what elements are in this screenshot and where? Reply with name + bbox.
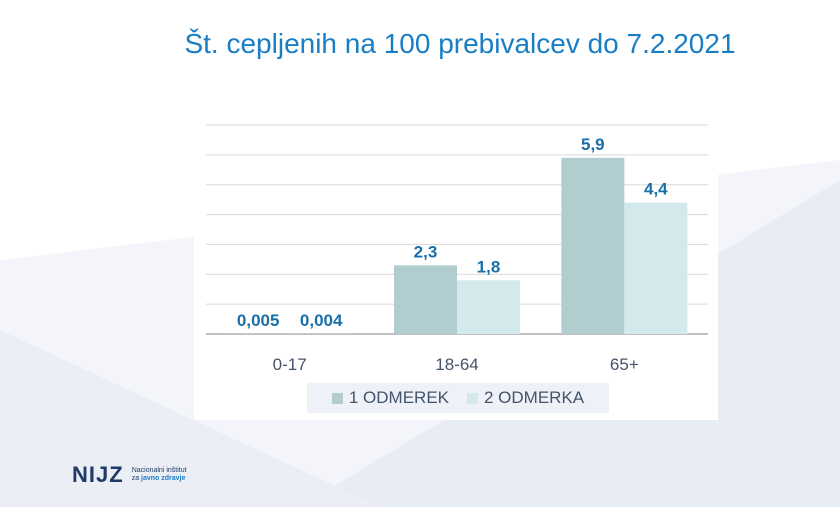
data-label: 4,4 (644, 180, 668, 199)
x-tick-label: 18-64 (435, 355, 478, 374)
legend-swatch-series2 (467, 392, 478, 404)
legend-label-series1: 1 ODMEREK (348, 388, 449, 407)
logo-line1: Nacionalni inštitut (131, 467, 187, 474)
x-tick-label: 65+ (610, 355, 639, 374)
data-label: 5,9 (581, 135, 605, 154)
chart-title: Št. cepljenih na 100 prebivalcev do 7.2.… (184, 28, 736, 59)
data-label: 1,8 (477, 257, 501, 276)
bar-2-65+ (624, 202, 688, 334)
logo-line2-prefix: za (131, 475, 140, 482)
legend-item-series2: 2 ODMERKA (467, 388, 584, 408)
data-label: 2,3 (414, 242, 438, 261)
legend-item-series1: 1 ODMEREK (331, 388, 449, 408)
bar-2-18-64 (457, 280, 520, 334)
bar-1-18-64 (394, 265, 457, 334)
data-label: 0,005 (237, 311, 280, 330)
nijz-logo: NIJZ Nacionalni inštitut za javno zdravj… (72, 462, 187, 488)
legend: 1 ODMEREK 2 ODMERKA (307, 383, 609, 413)
bar-1-65+ (561, 157, 625, 334)
legend-swatch-series1 (331, 392, 343, 404)
x-tick-label: 0-17 (273, 355, 307, 374)
logo-line2: za javno zdravje (132, 475, 187, 483)
data-label: 0,004 (300, 311, 343, 330)
logo-text: Nacionalni inštitut za javno zdravje (132, 467, 187, 483)
logo-mark: NIJZ (72, 462, 124, 487)
legend-label-series2: 2 ODMERKA (484, 388, 585, 407)
chart-card: 0,005 0,004 0-17 2,3 1,8 18-64 5,9 4,4 65+ 1 ODM… (194, 107, 718, 420)
logo-line2-bold: javno zdravje (141, 475, 186, 482)
bar-chart: 0,005 0,004 0-17 2,3 1,8 18-64 5,9 4,4 65+ (206, 124, 708, 374)
